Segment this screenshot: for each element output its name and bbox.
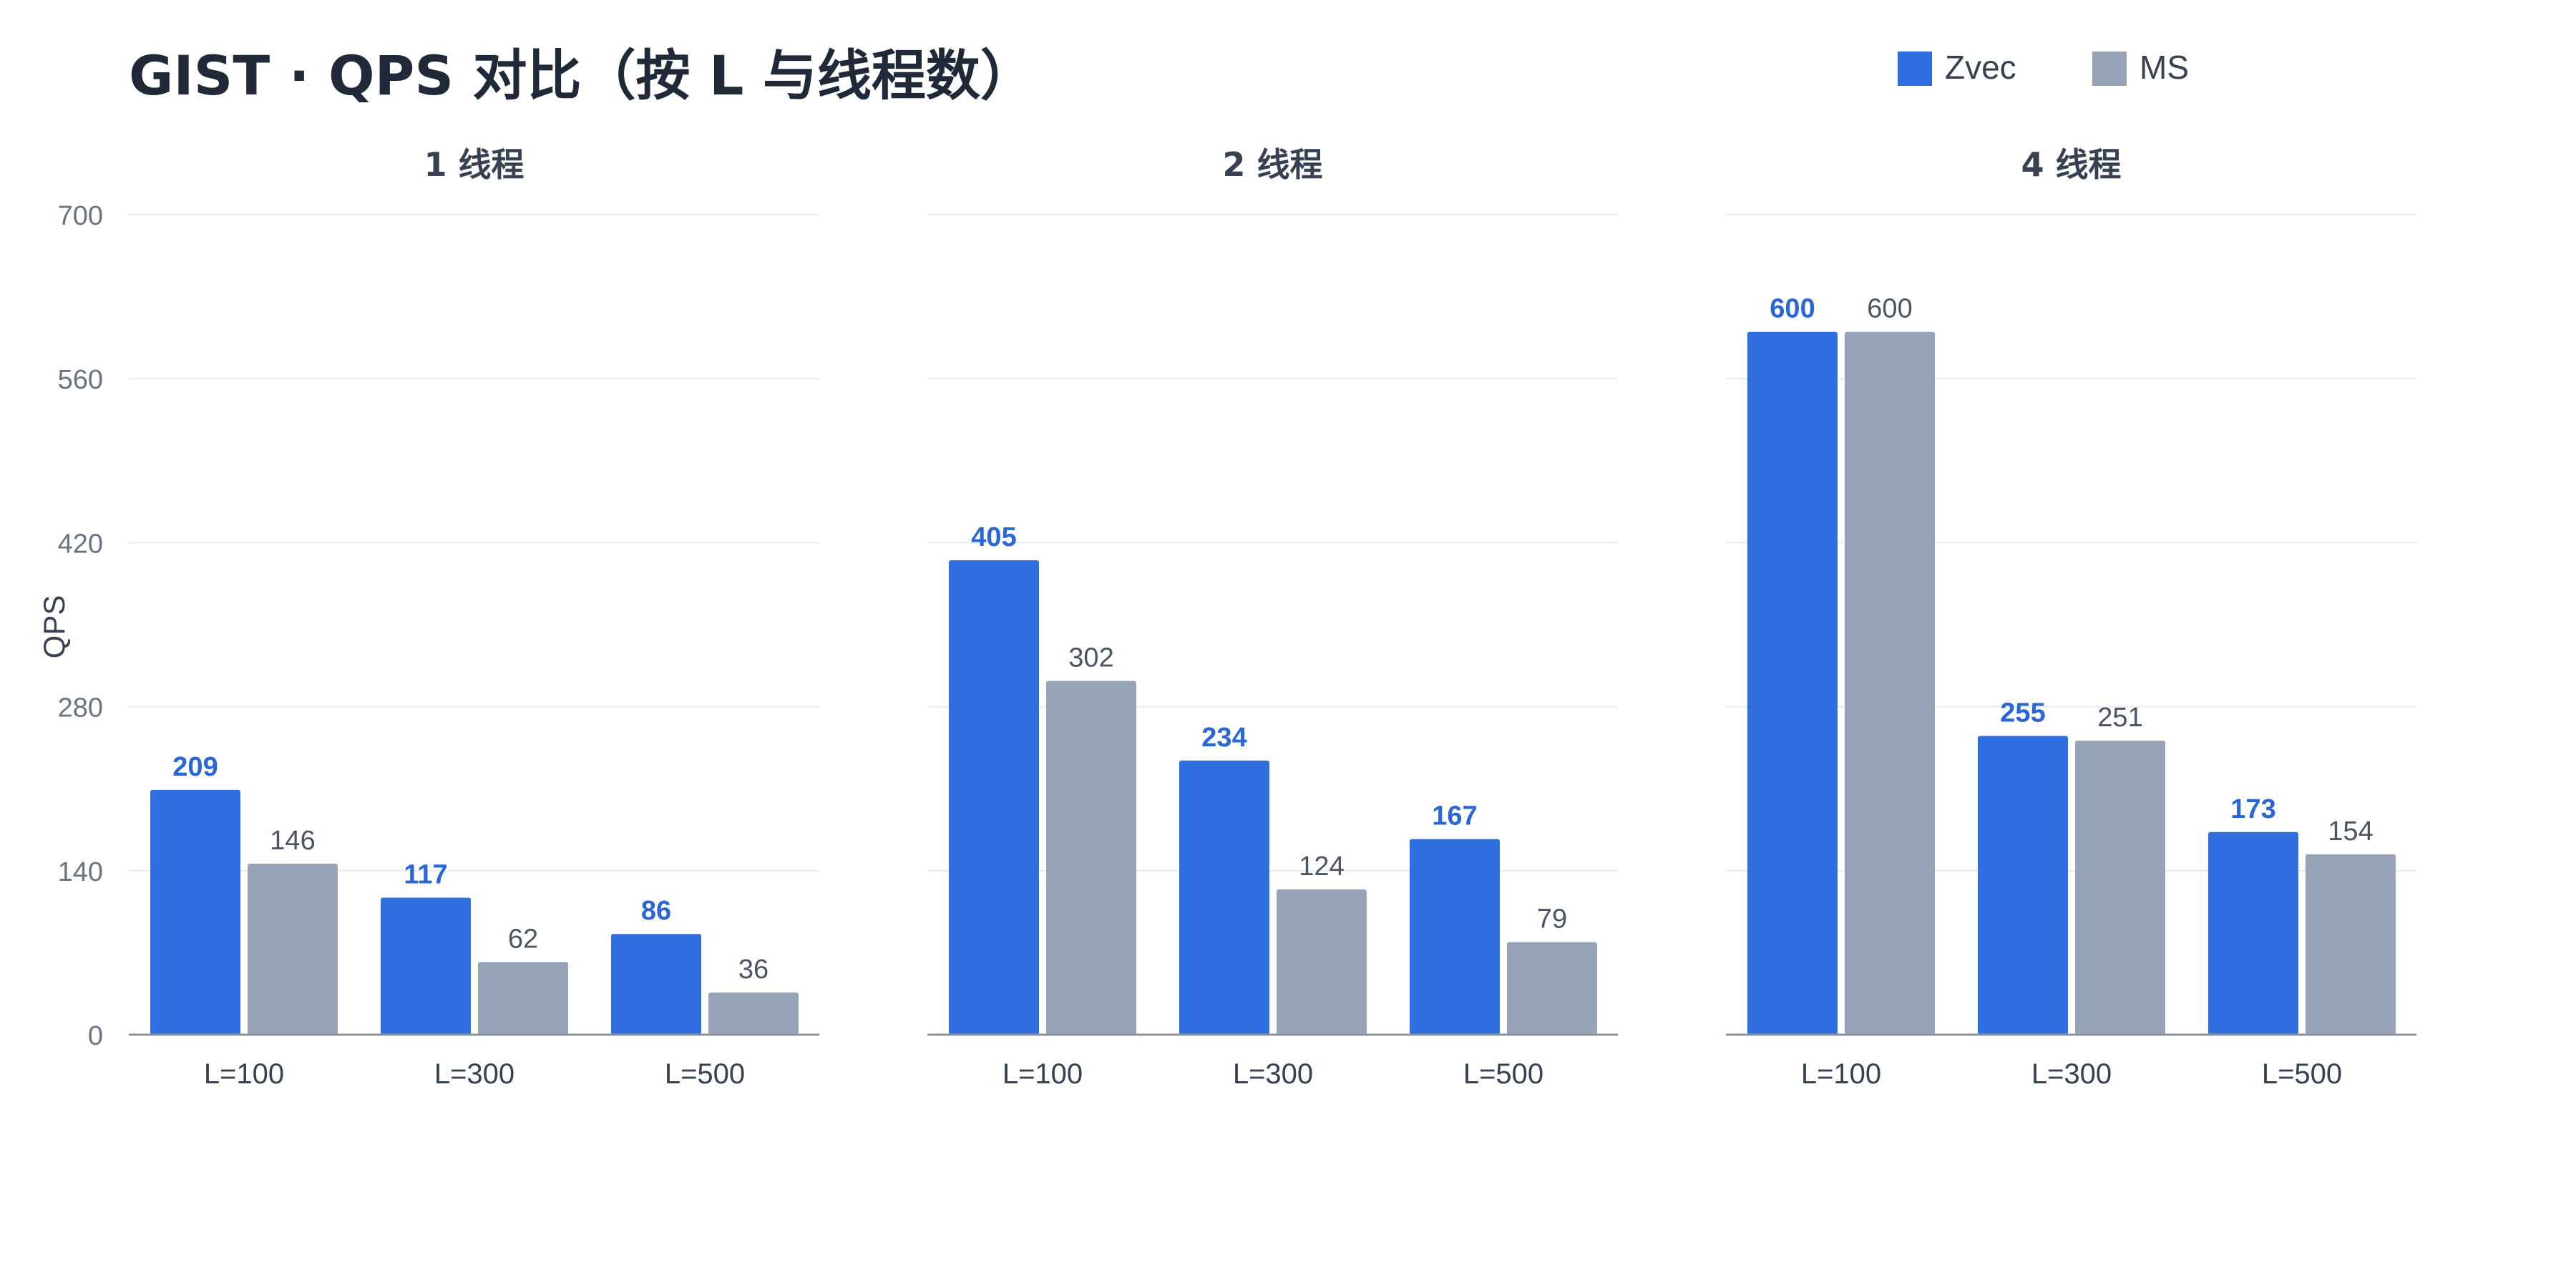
chart-title: GIST · QPS 对比（按 L 与线程数） bbox=[129, 44, 1035, 107]
bar-zvec bbox=[949, 560, 1039, 1035]
panel-2: 2 线程 405 302 L=100 234 124 L=300 167 79 L=500 bbox=[927, 145, 1618, 1090]
bar-zvec bbox=[1747, 331, 1838, 1035]
data-label-zvec: 209 bbox=[172, 752, 218, 782]
data-label-zvec: 173 bbox=[2230, 794, 2275, 824]
panel-title: 2 线程 bbox=[1222, 145, 1322, 184]
legend-swatch-zvec bbox=[1898, 52, 1932, 86]
bar-zvec bbox=[1978, 736, 2068, 1035]
data-label-ms: 146 bbox=[270, 826, 315, 856]
y-tick-label: 140 bbox=[58, 857, 103, 887]
bar-ms bbox=[1046, 680, 1136, 1035]
bar-ms bbox=[1845, 331, 1935, 1035]
bar-ms bbox=[1507, 942, 1597, 1035]
data-label-ms: 62 bbox=[508, 924, 538, 954]
x-tick-label: L=100 bbox=[1801, 1058, 1881, 1090]
bar-zvec bbox=[611, 934, 701, 1035]
bar-zvec bbox=[1179, 760, 1269, 1035]
data-label-ms: 124 bbox=[1299, 852, 1344, 882]
bar-ms bbox=[2075, 741, 2165, 1035]
x-tick-label: L=300 bbox=[2031, 1058, 2112, 1090]
legend-label-ms: MS bbox=[2140, 49, 2189, 86]
x-tick-label: L=100 bbox=[204, 1058, 284, 1090]
y-tick-label: 420 bbox=[58, 529, 103, 559]
y-tick-label: 700 bbox=[58, 201, 103, 231]
panel-1: 1 线程 0 140 280 420 560 700 209 146 L=100 117 62 L=30… bbox=[58, 145, 819, 1090]
bar-ms bbox=[708, 992, 799, 1035]
y-tick-label: 560 bbox=[58, 365, 103, 395]
data-label-ms: 79 bbox=[1537, 904, 1567, 935]
legend-swatch-ms bbox=[2092, 52, 2127, 86]
data-label-ms: 154 bbox=[2328, 816, 2373, 847]
y-axis-label: QPS bbox=[37, 595, 71, 659]
y-tick-label: 0 bbox=[88, 1021, 103, 1051]
x-tick-label: L=300 bbox=[1233, 1058, 1313, 1090]
x-tick-label: L=500 bbox=[2262, 1058, 2342, 1090]
bar-zvec bbox=[2208, 831, 2298, 1035]
bar-ms bbox=[1277, 889, 1367, 1035]
legend-label-zvec: Zvec bbox=[1945, 49, 2016, 86]
y-tick-label: 280 bbox=[58, 693, 103, 723]
data-label-ms: 302 bbox=[1068, 643, 1113, 673]
bar-zvec bbox=[1410, 839, 1500, 1035]
data-label-zvec: 86 bbox=[641, 896, 671, 926]
panel-3: 4 线程 600 600 L=100 255 251 L=300 173 154 L=500 bbox=[1726, 145, 2416, 1090]
bar-ms bbox=[2306, 854, 2396, 1035]
data-label-zvec: 117 bbox=[404, 859, 447, 889]
panel-title: 4 线程 bbox=[2021, 145, 2121, 184]
bar-ms bbox=[248, 863, 338, 1035]
bar-zvec bbox=[381, 897, 471, 1035]
x-tick-label: L=500 bbox=[1463, 1058, 1543, 1090]
bar-ms bbox=[478, 962, 568, 1035]
data-label-zvec: 255 bbox=[2000, 698, 2045, 728]
data-label-ms: 36 bbox=[738, 955, 769, 985]
bar-zvec bbox=[150, 789, 240, 1035]
data-label-zvec: 234 bbox=[1201, 723, 1246, 753]
x-tick-label: L=300 bbox=[434, 1058, 514, 1090]
data-label-zvec: 167 bbox=[1432, 801, 1477, 831]
x-tick-label: L=100 bbox=[1002, 1058, 1083, 1090]
chart-panels: 1 线程 0 140 280 420 560 700 209 146 L=100 117 62 L=30… bbox=[58, 145, 2416, 1090]
data-label-ms: 251 bbox=[2097, 703, 2142, 733]
data-label-ms: 600 bbox=[1867, 294, 1912, 324]
panel-title: 1 线程 bbox=[424, 145, 524, 184]
x-tick-label: L=500 bbox=[665, 1058, 745, 1090]
data-label-zvec: 600 bbox=[1770, 294, 1815, 324]
legend: Zvec MS bbox=[1898, 49, 2189, 86]
data-label-zvec: 405 bbox=[971, 522, 1016, 552]
